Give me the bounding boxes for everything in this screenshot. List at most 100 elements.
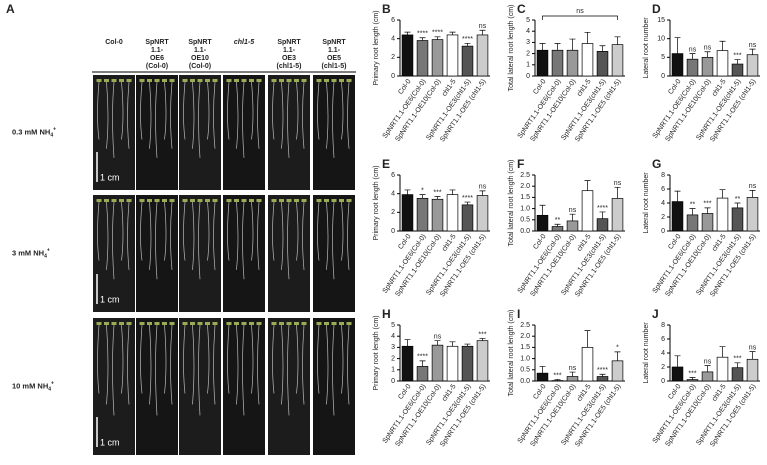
y-axis-label: Total lateral root length (cm) bbox=[508, 310, 515, 397]
root bbox=[257, 81, 260, 149]
bar bbox=[611, 360, 624, 382]
root bbox=[236, 81, 239, 149]
leaf bbox=[324, 322, 329, 325]
root bbox=[213, 201, 216, 270]
panel-letter: D bbox=[652, 2, 661, 16]
significance-label: ns bbox=[704, 45, 712, 52]
root bbox=[140, 201, 143, 261]
leaf bbox=[126, 79, 132, 82]
bar bbox=[536, 214, 549, 232]
root bbox=[272, 201, 275, 261]
root bbox=[332, 201, 335, 280]
bar bbox=[701, 213, 714, 232]
seedling-photo bbox=[268, 195, 310, 312]
root bbox=[347, 81, 350, 149]
root bbox=[302, 324, 305, 405]
row-label-text: 3 mM NH bbox=[12, 248, 44, 257]
column-header: SpNRT bbox=[188, 39, 212, 46]
significance-label: ns bbox=[689, 46, 697, 53]
root bbox=[164, 81, 167, 140]
root bbox=[281, 324, 284, 405]
root bbox=[149, 81, 152, 149]
root bbox=[242, 81, 245, 158]
seedling-photo bbox=[179, 318, 221, 455]
y-tick-label: 5 bbox=[526, 17, 530, 24]
leaf bbox=[111, 199, 117, 202]
scale-label: 1 cm bbox=[100, 172, 120, 182]
leaf bbox=[111, 322, 117, 325]
root bbox=[198, 81, 201, 158]
error-bar bbox=[569, 38, 576, 51]
error-bar bbox=[689, 53, 696, 60]
root bbox=[140, 324, 143, 394]
error-bar bbox=[419, 37, 426, 41]
leaf bbox=[301, 79, 307, 82]
leaf bbox=[169, 79, 175, 82]
leaf bbox=[324, 79, 329, 82]
root bbox=[272, 324, 275, 394]
leaf bbox=[139, 322, 145, 325]
root bbox=[121, 201, 124, 261]
bar bbox=[461, 345, 474, 382]
root bbox=[149, 324, 152, 405]
leaf bbox=[139, 79, 145, 82]
y-tick-label: 8 bbox=[661, 172, 665, 179]
seedling-photo bbox=[223, 75, 265, 190]
significance-label: **** bbox=[597, 367, 608, 374]
panel-letter: B bbox=[382, 2, 391, 16]
leaf bbox=[316, 79, 322, 82]
bar bbox=[716, 197, 729, 232]
root bbox=[341, 201, 344, 261]
root bbox=[106, 324, 109, 405]
column-header: SpNRT bbox=[322, 39, 346, 46]
bar bbox=[731, 63, 744, 77]
leaf bbox=[339, 79, 344, 82]
significance-label: ** bbox=[735, 196, 741, 203]
leaf bbox=[139, 199, 145, 202]
y-tick-label: 0 bbox=[391, 73, 395, 80]
panel-letter: G bbox=[652, 157, 661, 171]
root bbox=[170, 201, 173, 270]
y-tick-label: 0.5 bbox=[520, 217, 530, 224]
y-tick-label: 5 bbox=[391, 322, 395, 329]
root bbox=[106, 81, 109, 149]
root bbox=[302, 201, 305, 270]
leaf bbox=[212, 322, 218, 325]
leaf bbox=[256, 79, 262, 82]
root bbox=[149, 201, 152, 270]
significance-label: ns bbox=[569, 207, 577, 214]
significance-label: ns bbox=[434, 334, 442, 341]
error-bar bbox=[674, 190, 681, 202]
root bbox=[347, 324, 350, 405]
y-tick-label: 3 bbox=[391, 344, 395, 351]
bar bbox=[446, 345, 459, 382]
seedling-photo bbox=[268, 318, 310, 455]
error-bar bbox=[749, 190, 756, 198]
y-tick-label: 8 bbox=[661, 322, 665, 329]
error-bar bbox=[719, 40, 726, 51]
leaf bbox=[286, 322, 292, 325]
bar bbox=[716, 50, 729, 77]
seedling-photo bbox=[313, 75, 355, 190]
root bbox=[242, 324, 245, 416]
significance-label: **** bbox=[417, 31, 428, 38]
significance-label: *** bbox=[703, 201, 711, 208]
y-tick-label: 1.5 bbox=[520, 344, 530, 351]
error-bar bbox=[539, 204, 546, 216]
leaf bbox=[96, 199, 102, 202]
leaf bbox=[346, 322, 352, 325]
bar bbox=[581, 347, 594, 382]
row-label-sup: + bbox=[51, 381, 54, 387]
error-bar bbox=[734, 59, 741, 65]
error-bar bbox=[539, 366, 546, 374]
root bbox=[242, 201, 245, 280]
bar bbox=[476, 195, 489, 232]
bar bbox=[671, 366, 684, 382]
root bbox=[112, 324, 115, 416]
bar bbox=[416, 366, 429, 382]
leaf bbox=[331, 79, 337, 82]
y-tick-label: 0 bbox=[661, 228, 665, 235]
root bbox=[281, 81, 284, 149]
y-tick-label: 2 bbox=[661, 214, 665, 221]
row-label-sup: + bbox=[47, 248, 50, 254]
